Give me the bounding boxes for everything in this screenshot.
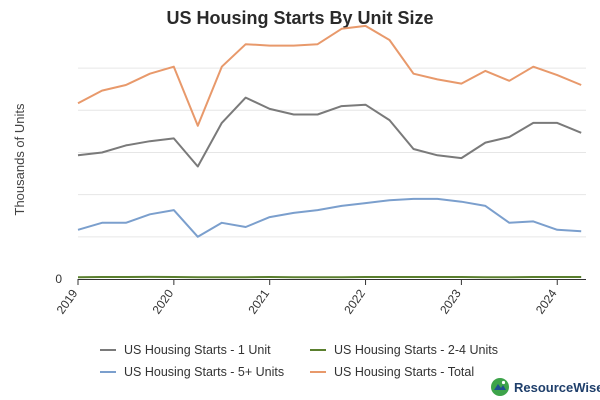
x-tick-label: 2023 — [437, 286, 464, 316]
x-tick-label: 2019 — [54, 286, 81, 316]
brand-name: ResourceWise — [514, 379, 600, 395]
legend-label-5-plus-units: US Housing Starts - 5+ Units — [124, 365, 285, 379]
legend-swatch-5-plus-units — [100, 371, 116, 373]
legend-swatch-1-unit — [100, 349, 116, 351]
series-line-2[interactable] — [77, 197, 582, 238]
legend-item-1-unit[interactable]: US Housing Starts - 1 Unit — [100, 342, 310, 358]
legend-label-1-unit: US Housing Starts - 1 Unit — [124, 343, 271, 357]
resourcewise-logo: ResourceWise — [490, 377, 600, 397]
legend-item-total[interactable]: US Housing Starts - Total — [310, 364, 520, 380]
legend-label-2-4-units: US Housing Starts - 2-4 Units — [334, 343, 498, 357]
x-tick-label: 2021 — [245, 286, 272, 316]
legend-label-total: US Housing Starts - Total — [334, 365, 475, 379]
legend-swatch-2-4-units — [310, 349, 326, 351]
y-axis-title: Thousands of Units — [12, 103, 27, 216]
x-tick-label: 2024 — [533, 286, 560, 316]
x-tick-label: 2022 — [341, 286, 368, 316]
resourcewise-logo-icon — [491, 378, 509, 396]
legend-item-5-plus-units[interactable]: US Housing Starts - 5+ Units — [100, 364, 310, 380]
legend-swatch-total — [310, 371, 326, 373]
chart-title: US Housing Starts By Unit Size — [166, 8, 434, 28]
series-line-3[interactable] — [77, 24, 582, 127]
series-line-0[interactable] — [77, 96, 582, 168]
chart-legend: US Housing Starts - 1 Unit US Housing St… — [100, 342, 520, 380]
x-tick-label: 2020 — [150, 286, 177, 316]
legend-item-2-4-units[interactable]: US Housing Starts - 2-4 Units — [310, 342, 520, 358]
y-tick-label: 0 — [55, 272, 62, 286]
